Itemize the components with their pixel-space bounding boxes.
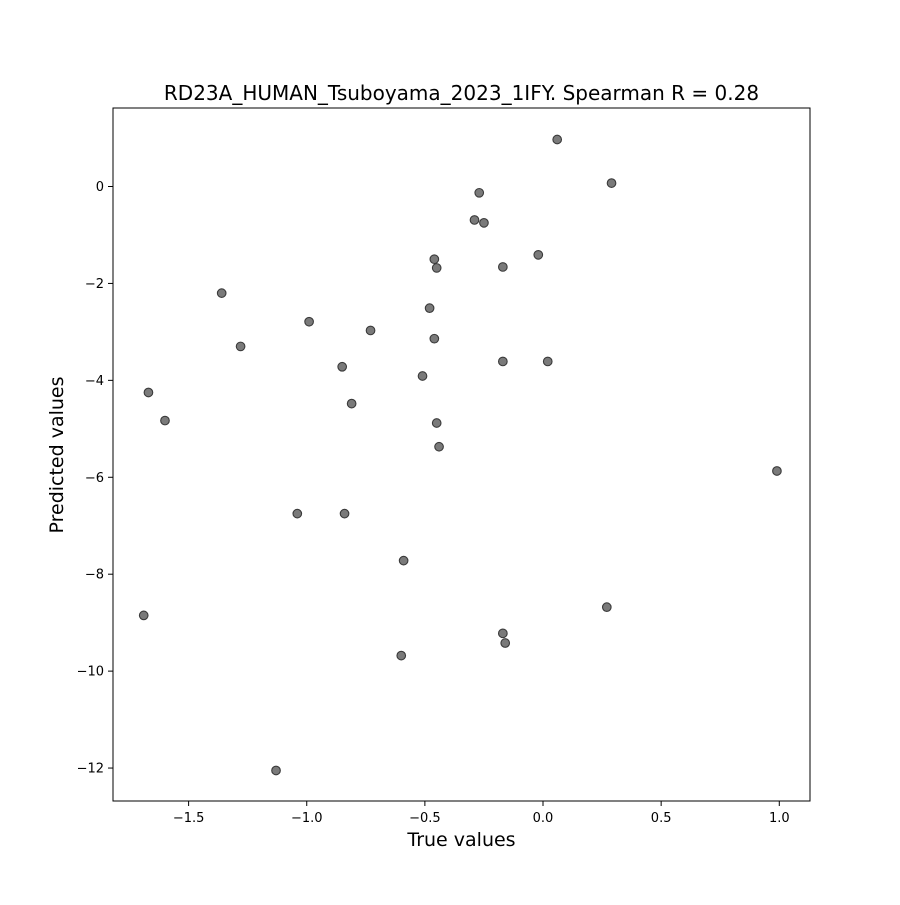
x-tick-label: −1.5: [173, 811, 205, 826]
y-tick-label: −2: [85, 277, 104, 292]
plot-frame: [112, 107, 811, 802]
data-point: [216, 288, 227, 298]
data-point: [138, 610, 149, 621]
chart-title: RD23A_HUMAN_Tsuboyama_2023_1IFY. Spearma…: [164, 81, 759, 105]
data-point: [271, 765, 281, 776]
data-point: [346, 398, 357, 409]
data-point: [235, 341, 246, 352]
data-point: [552, 134, 563, 145]
data-point: [469, 215, 480, 225]
data-point: [337, 361, 348, 372]
plot-area: [138, 134, 782, 776]
data-point: [533, 249, 544, 260]
data-point: [429, 254, 440, 265]
data-point: [542, 356, 553, 367]
data-point: [398, 555, 409, 566]
x-axis: −1.5 −1.0 −0.5 0.0 0.5 1.0: [173, 801, 790, 826]
y-axis: 0 −2 −4 −6 −8 −10 −12: [77, 180, 113, 777]
y-tick-label: −8: [85, 568, 104, 583]
data-point: [339, 508, 350, 519]
x-tick-label: 0.0: [533, 811, 554, 826]
data-point: [431, 418, 442, 428]
data-point: [497, 356, 508, 367]
y-tick-label: −10: [77, 665, 104, 680]
data-point: [417, 371, 428, 381]
data-point: [424, 303, 435, 313]
data-point: [772, 466, 782, 476]
data-point: [479, 218, 489, 228]
x-tick-label: 0.5: [651, 811, 672, 826]
data-point: [396, 650, 407, 661]
data-point: [500, 638, 511, 648]
y-tick-label: −4: [85, 374, 104, 389]
data-point: [160, 415, 170, 426]
data-point: [497, 628, 508, 639]
x-tick-label: 1.0: [769, 811, 790, 826]
data-point: [431, 263, 442, 273]
data-point: [606, 178, 617, 188]
y-tick-label: −6: [85, 471, 104, 486]
data-point: [143, 387, 154, 398]
y-axis-label: Predicted values: [46, 376, 68, 533]
x-axis-label: True values: [406, 829, 515, 851]
y-tick-label: −12: [77, 762, 104, 777]
data-point: [601, 602, 612, 613]
data-point: [304, 316, 314, 327]
data-point: [292, 508, 303, 519]
x-tick-label: −1.0: [291, 811, 323, 826]
data-point: [429, 333, 440, 344]
x-tick-label: −0.5: [409, 811, 441, 826]
y-tick-label: 0: [96, 180, 104, 195]
data-point: [365, 325, 376, 336]
data-point: [434, 441, 444, 452]
data-point: [474, 187, 485, 198]
data-point: [497, 262, 508, 272]
